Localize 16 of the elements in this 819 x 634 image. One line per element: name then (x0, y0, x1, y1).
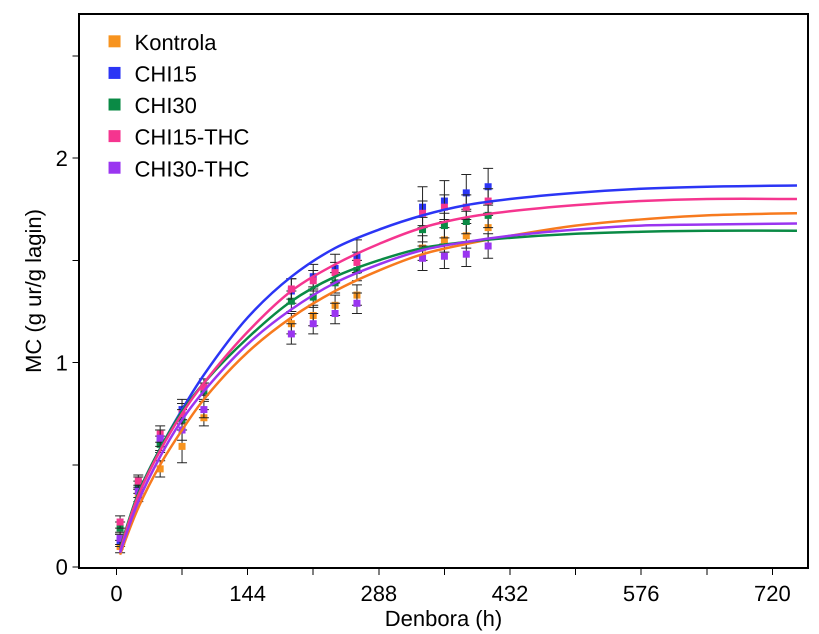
legend-label: Kontrola (134, 30, 218, 55)
y-tick-label: 0 (56, 554, 68, 580)
legend-label: CHI30 (134, 93, 197, 118)
x-tick-label: 0 (110, 581, 123, 606)
x-tick-label: 576 (622, 581, 660, 606)
x-tick-label: 144 (229, 581, 266, 606)
x-tick-label: 432 (492, 581, 528, 606)
y-tick-label: 1 (56, 350, 68, 376)
x-tick-label: 288 (360, 581, 398, 606)
x-axis-title: Denbora (h) (384, 606, 502, 632)
legend-label: CHI15 (134, 62, 197, 86)
legend-label: CHI15-THC (134, 124, 250, 150)
x-tick-label: 720 (754, 581, 791, 606)
y-tick-label: 2 (56, 146, 68, 171)
y-axis-title: MC (g ur/g lagin) (20, 209, 46, 373)
legend-label: CHI30-THC (134, 156, 250, 182)
